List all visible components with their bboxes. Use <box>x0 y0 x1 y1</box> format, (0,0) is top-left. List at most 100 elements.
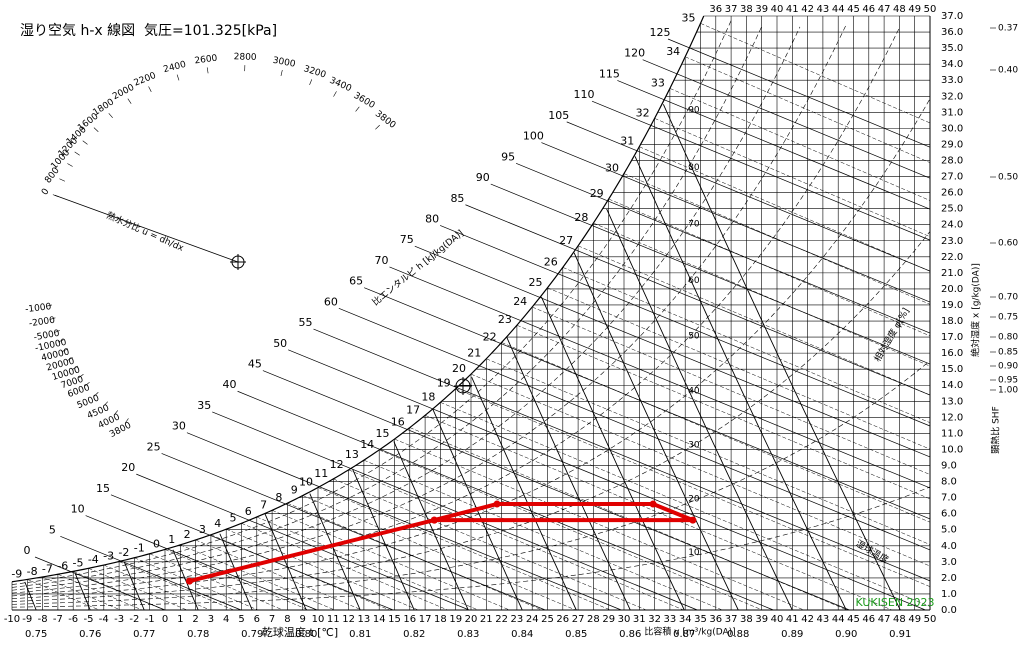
enthalpy-line <box>490 183 931 365</box>
x-tick-label: 12 <box>342 614 355 625</box>
enthalpy-line <box>566 121 931 272</box>
volume-label: 0.87 <box>673 629 695 640</box>
rh-label: 30 <box>688 441 700 451</box>
wet-bulb-label: 28 <box>574 211 588 224</box>
volume-line <box>24 581 37 611</box>
wet-bulb-line <box>685 56 930 163</box>
x-tick-label: 1 <box>177 614 183 625</box>
wet-bulb-label: 17 <box>406 403 420 416</box>
ratio-label: 2400 <box>162 60 187 75</box>
enthalpy-label: 105 <box>548 109 569 122</box>
enthalpy-label: 45 <box>248 358 262 371</box>
ratio-label: 3200 <box>302 64 327 81</box>
x-tick-label: 37 <box>725 614 738 625</box>
ratio-tick <box>127 98 132 104</box>
y-tick-label: 28.0 <box>941 155 963 166</box>
enthalpy-line <box>541 142 931 303</box>
x-tick-label: 21 <box>480 614 493 625</box>
x-tick-label: 24 <box>526 614 539 625</box>
enthalpy-line <box>110 494 394 611</box>
x-tick-label: -1 <box>145 614 155 625</box>
enthalpy-label: 40 <box>223 378 237 391</box>
ratio-label: 3000 <box>272 56 297 70</box>
enthalpy-label: 30 <box>172 420 186 433</box>
wet-bulb-line <box>302 495 576 610</box>
wet-bulb-line <box>317 487 611 610</box>
x-tick-label: 31 <box>633 614 646 625</box>
top-tick-label: 39 <box>755 4 768 15</box>
volume-label: 0.82 <box>403 629 425 640</box>
wet-bulb-line <box>700 23 930 124</box>
ratio-tick <box>49 317 56 320</box>
ratio-radius <box>54 194 239 263</box>
ratio-tick <box>82 140 88 145</box>
wet-bulb-label: 24 <box>513 295 527 308</box>
wet-bulb-label: 12 <box>330 458 344 471</box>
volume-line <box>219 533 253 611</box>
enthalpy-line <box>515 162 931 334</box>
volume-line <box>264 513 307 611</box>
x-tick-label: 33 <box>664 614 677 625</box>
volume-line <box>123 561 145 611</box>
wet-bulb-label: -6 <box>57 559 68 572</box>
x-tick-label: 20 <box>465 614 478 625</box>
y-tick-label: 1.0 <box>941 589 957 600</box>
credit: KUKISEN 2023 <box>855 596 934 609</box>
ratio-tick <box>53 330 60 333</box>
y-tick-label: 24.0 <box>941 220 963 231</box>
ratio-tick <box>113 410 119 416</box>
volume-label: 0.79 <box>241 629 263 640</box>
wet-bulb-line <box>562 267 930 423</box>
enthalpy-line <box>389 266 931 489</box>
ratio-tick <box>74 151 80 156</box>
top-tick-label: 48 <box>893 4 906 15</box>
x-tick-label: 38 <box>740 614 753 625</box>
ratio-label: 2600 <box>194 54 218 67</box>
wet-bulb-label: 5 <box>230 511 237 524</box>
enthalpy-line <box>439 225 931 427</box>
wet-bulb-label: -9 <box>11 567 22 580</box>
wet-bulb-label: 23 <box>498 313 512 326</box>
shf-label: 0.95 <box>998 376 1018 386</box>
x-tick-label: 22 <box>495 614 508 625</box>
y-tick-label: 20.0 <box>941 284 963 295</box>
wet-bulb-label: -7 <box>42 562 53 575</box>
shf-label: 0.50 <box>998 173 1018 183</box>
wet-bulb-label: 10 <box>299 476 313 489</box>
top-tick-label: 46 <box>862 4 875 15</box>
volume-line <box>541 296 685 611</box>
wet-bulb-label: 25 <box>529 276 543 289</box>
x-tick-label: 2 <box>192 614 198 625</box>
enthalpy-line <box>414 245 931 458</box>
ratio-tick <box>72 365 78 370</box>
wet-bulb-line <box>103 564 211 610</box>
rh-label: 50 <box>688 331 700 341</box>
rh-label: 90 <box>688 105 700 115</box>
wet-bulb-label: 21 <box>467 347 481 360</box>
y-tick-label: 27.0 <box>941 172 963 183</box>
wet-bulb-label: -2 <box>118 546 129 559</box>
volume-label: 0.91 <box>889 629 911 640</box>
y-tick-label: 13.0 <box>941 396 963 407</box>
volume-line <box>309 493 361 611</box>
x-tick-label: 43 <box>817 614 830 625</box>
wet-bulb-line <box>516 325 930 500</box>
wet-bulb-label: 16 <box>391 416 405 429</box>
ratio-tick <box>176 74 180 81</box>
x-tick-label: 36 <box>709 614 722 625</box>
x-tick-label: 14 <box>373 614 386 625</box>
enthalpy-title: 比エンタルピ h [kJ/kg(DA)] <box>370 227 466 308</box>
wet-bulb-label: -4 <box>88 553 99 566</box>
wet-bulb-label: -3 <box>103 550 114 563</box>
ratio-label: -1000 <box>25 302 52 315</box>
marker-circle <box>230 254 472 395</box>
wet-bulb-label: 14 <box>360 438 374 451</box>
ratio-tick <box>62 348 68 352</box>
shf-label: 0.60 <box>998 239 1018 249</box>
shf-label: 0.85 <box>998 348 1018 358</box>
enthalpy-label: 100 <box>523 130 544 143</box>
shf-label: 0.70 <box>998 293 1018 303</box>
wet-bulb-label: 30 <box>605 162 619 175</box>
x-tick-label: 10 <box>312 614 325 625</box>
wet-bulb-label: 33 <box>651 76 665 89</box>
